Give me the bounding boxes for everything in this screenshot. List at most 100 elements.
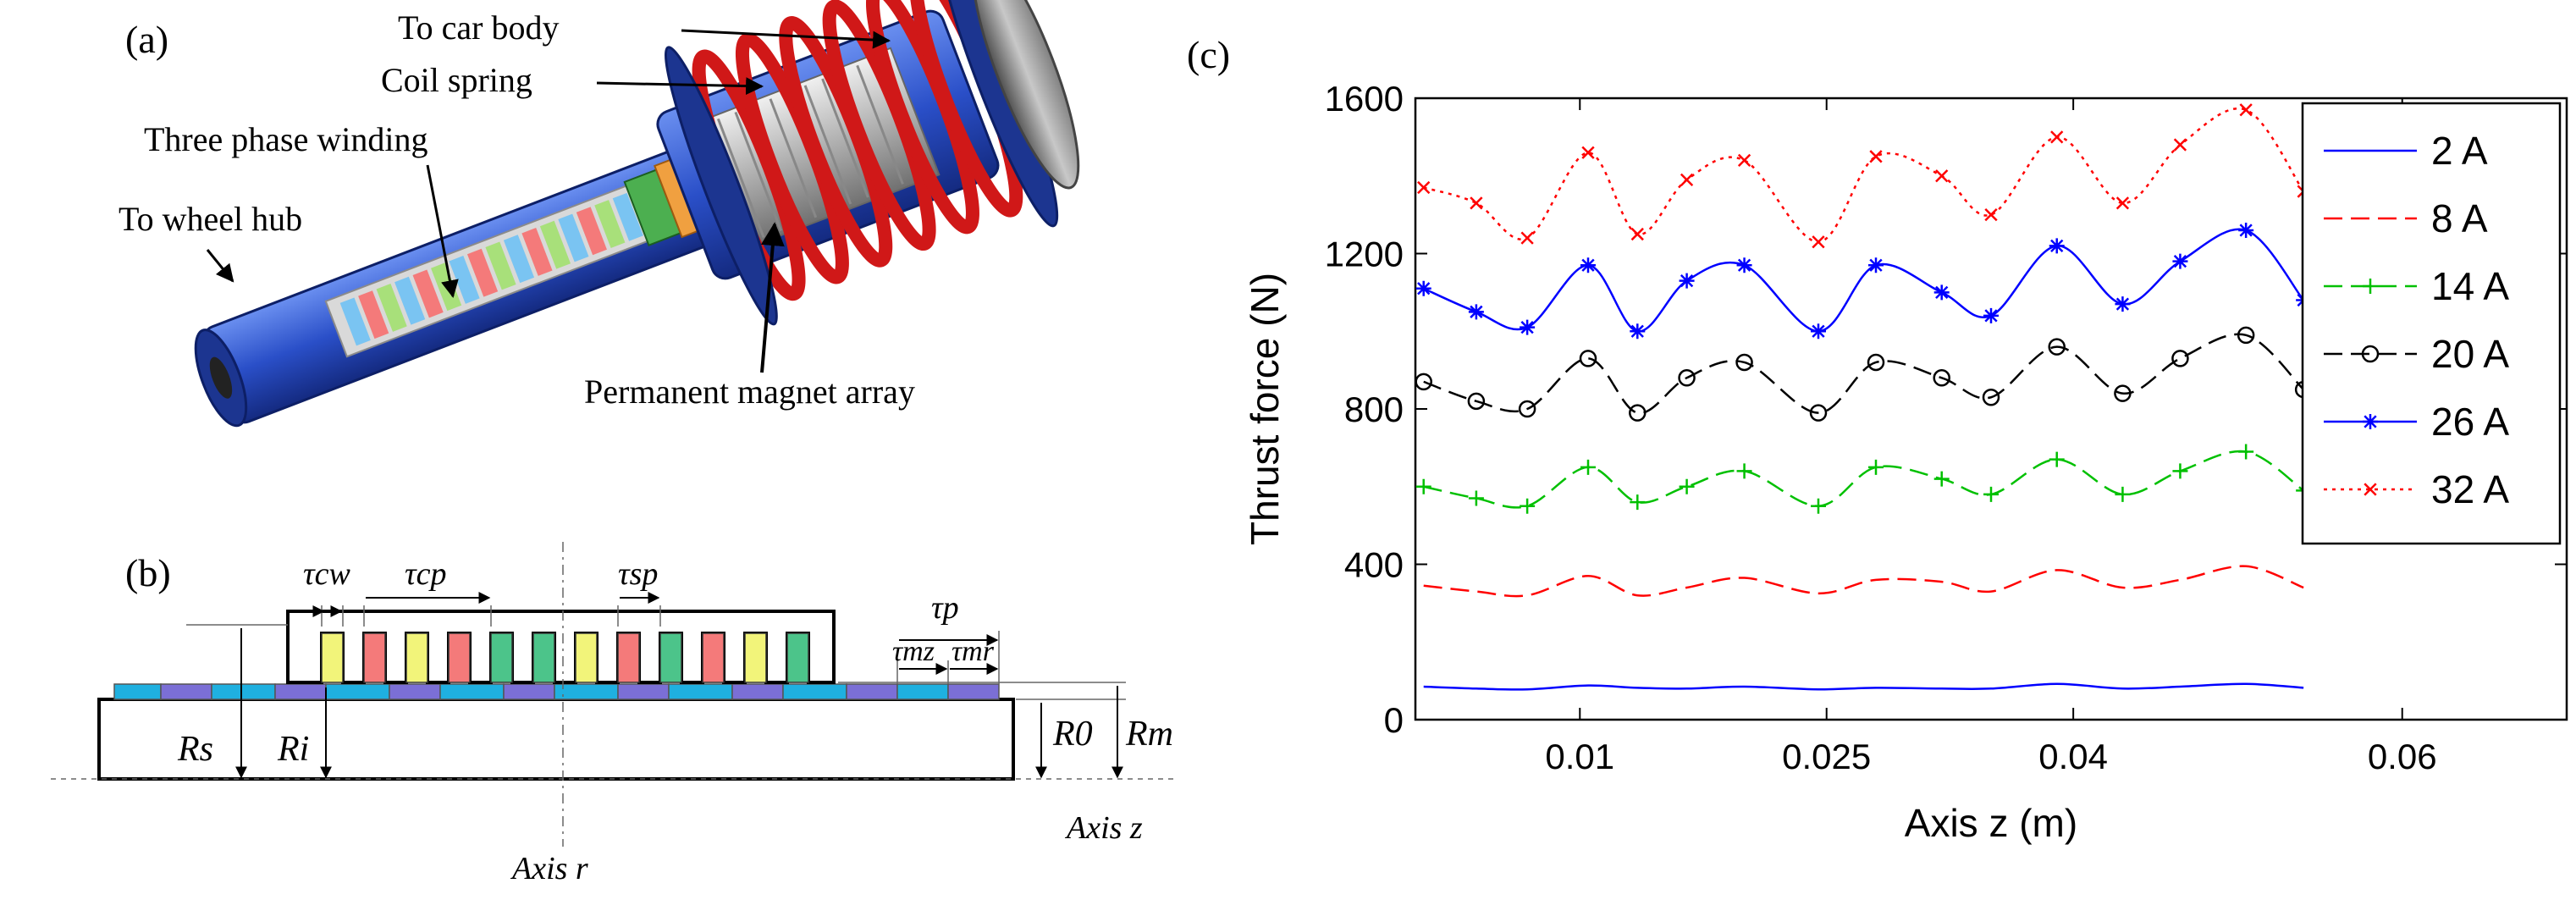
data-point (2172, 463, 2188, 479)
data-point (1812, 235, 1825, 249)
damper-illustration (194, 0, 1080, 428)
x-tick-label: 0.06 (2368, 737, 2437, 776)
legend-marker (2361, 345, 2380, 363)
panel-c-label: (c) (1187, 33, 1230, 76)
x-axis-label: Axis z (m) (1905, 801, 2077, 845)
data-point (1735, 353, 1753, 372)
data-point (2237, 326, 2255, 345)
panel-a: (a) (119, 0, 1080, 428)
data-point (1629, 404, 1647, 422)
y-tick-label: 0 (1384, 700, 1404, 740)
data-point (1983, 486, 1999, 502)
data-point (1630, 323, 1646, 340)
data-point (2115, 196, 2130, 210)
label-axis-r: Axis r (510, 851, 588, 886)
callout-winding-arrow (426, 164, 459, 299)
data-point (1579, 350, 1597, 367)
legend-item: 32 A (2324, 467, 2509, 511)
callout-wheel-hub-arrow (206, 249, 234, 283)
data-point (1520, 319, 1536, 335)
label-tau-mr: τmr (952, 636, 995, 667)
panel-a-label: (a) (125, 18, 168, 61)
data-point (1680, 173, 1694, 186)
data-point (1983, 307, 1999, 323)
series-20a (1415, 326, 2313, 422)
data-point (1868, 257, 1884, 273)
legend-marker (2363, 279, 2378, 294)
data-point (1415, 478, 1431, 494)
data-point (2050, 130, 2064, 144)
coil-spring (692, 0, 1023, 301)
callout-magnets-arrow (760, 222, 785, 373)
data-point (2114, 384, 2132, 402)
callout-wheel-hub: To wheel hub (119, 200, 302, 238)
panel-c: (c) 0 400 800 1200 1600 0.01 0.025 0.04 0.06 Th… (1187, 33, 2568, 845)
data-point (1811, 498, 1826, 514)
legend-item: 20 A (2324, 332, 2509, 376)
series-26a (1415, 222, 2312, 340)
x-tick-label: 0.025 (1782, 737, 1871, 776)
label-tau-cp: τcp (405, 556, 446, 592)
data-point (2173, 138, 2187, 152)
series-8a (1423, 565, 2304, 598)
data-point (1468, 304, 1484, 320)
y-axis-label: Thrust force (N) (1243, 273, 1287, 545)
label-R0: R0 (1052, 715, 1093, 754)
data-point (2239, 103, 2253, 117)
data-point (1809, 404, 1828, 422)
data-point (1982, 388, 2000, 406)
legend-label: 14 A (2431, 264, 2509, 308)
data-point (2115, 486, 2131, 502)
label-Rm: Rm (1125, 715, 1173, 754)
data-point (1520, 498, 1536, 514)
data-point (1415, 373, 1432, 391)
data-point (1984, 207, 1998, 222)
x-tick-label: 0.01 (1545, 737, 1614, 776)
coil-slots (321, 632, 809, 683)
data-point (1868, 459, 1884, 475)
callout-coil-spring-arrow (596, 77, 764, 96)
data-point (1630, 494, 1646, 511)
data-point (1933, 471, 1950, 487)
data-point (1630, 227, 1644, 241)
data-point (1580, 459, 1596, 475)
label-Ri: Ri (277, 730, 309, 769)
label-Rs: Rs (177, 730, 213, 769)
series-line (1423, 333, 2305, 414)
series-line (1423, 682, 2304, 691)
data-point (2238, 222, 2254, 238)
data-point (2115, 296, 2131, 312)
data-point (1933, 284, 1950, 301)
data-point (1581, 146, 1595, 159)
data-point (2172, 253, 2188, 269)
y-tick-label: 400 (1344, 545, 1404, 585)
callout-car-body: To car body (398, 8, 559, 47)
data-point (1736, 463, 1752, 479)
data-point (1867, 353, 1885, 372)
label-axis-z: Axis z (1064, 810, 1143, 846)
legend-marker (2364, 483, 2377, 496)
data-point (1869, 150, 1883, 163)
data-point (1935, 169, 1949, 183)
y-tick-label: 1200 (1325, 235, 1404, 274)
legend: 2 A 8 A 14 A 20 A 26 A 32 A (2301, 102, 2562, 545)
data-point (1679, 478, 1695, 494)
callout-magnets: Permanent magnet array (584, 373, 915, 411)
data-point (1679, 273, 1695, 289)
series-32a (1417, 103, 2310, 249)
data-point (2049, 451, 2065, 467)
legend-label: 8 A (2431, 196, 2488, 240)
label-tau-cw: τcw (303, 556, 350, 592)
y-tick-label: 800 (1344, 389, 1404, 429)
label-tau-mz: τmz (892, 636, 935, 667)
callout-coil-spring: Coil spring (381, 61, 532, 99)
data-point (2048, 338, 2066, 356)
legend-label: 20 A (2431, 332, 2509, 376)
legend-item: 14 A (2324, 264, 2509, 308)
legend-item: 8 A (2324, 196, 2488, 240)
series-line (1423, 565, 2304, 598)
data-point (1736, 257, 1752, 273)
y-axis: 0 400 800 1200 1600 (1325, 79, 2567, 740)
x-axis: 0.01 0.025 0.04 0.06 (1545, 98, 2437, 776)
data-point (1811, 323, 1826, 340)
